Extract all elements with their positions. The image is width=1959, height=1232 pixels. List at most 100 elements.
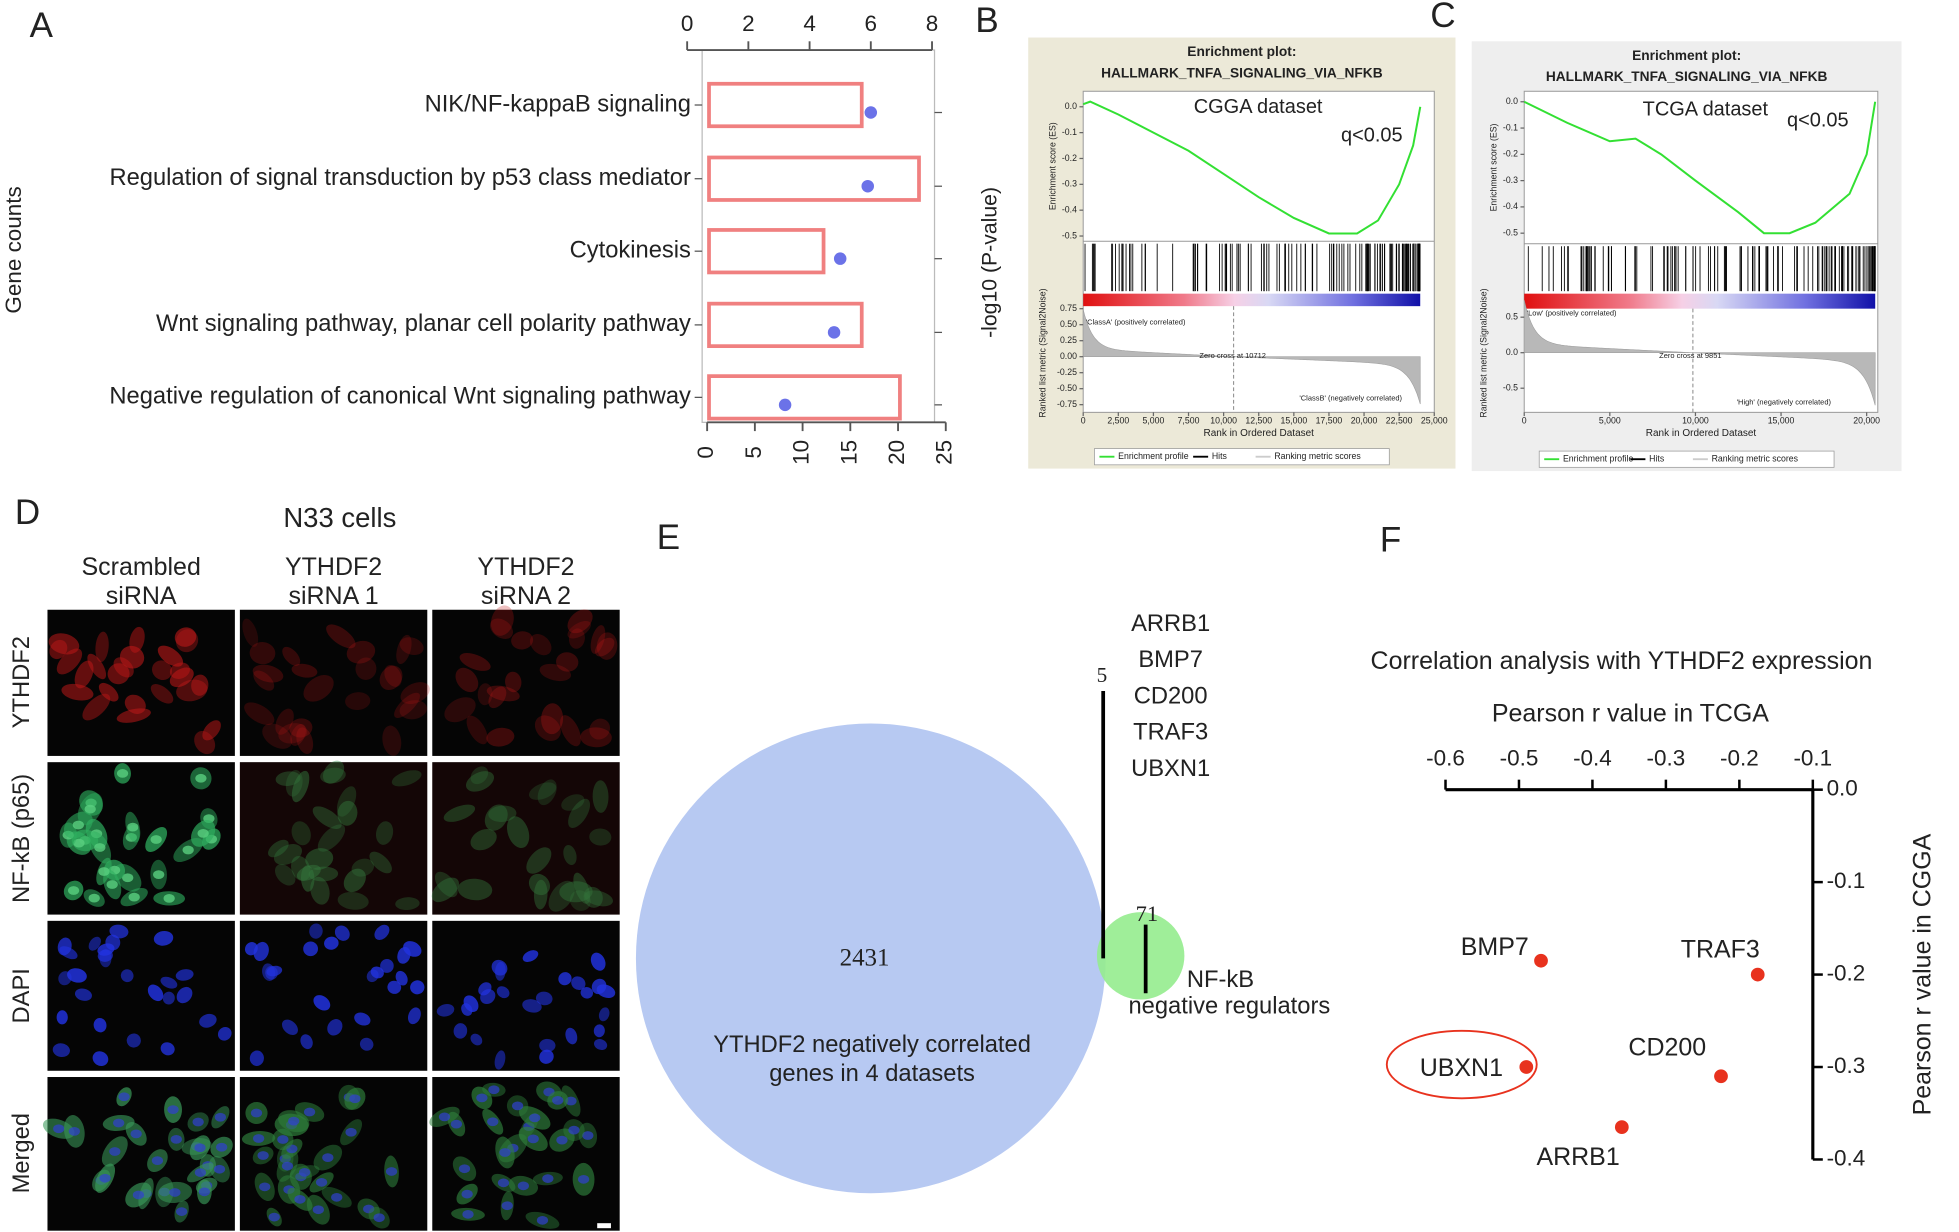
x-axis-label: Gene counts <box>1 186 26 313</box>
cell <box>147 984 164 1002</box>
venn-count: 2431 <box>840 944 890 971</box>
point <box>1714 1069 1728 1084</box>
cell <box>539 1038 556 1053</box>
cell <box>113 657 134 678</box>
cell <box>274 864 296 886</box>
cell <box>548 880 575 912</box>
cell <box>176 986 193 1004</box>
y-tick-label: -0.5 <box>1503 227 1518 237</box>
nucleus <box>461 1189 473 1199</box>
tint <box>239 762 428 915</box>
cell <box>444 697 476 723</box>
cell <box>571 976 586 991</box>
cell <box>119 645 145 669</box>
panel-label: B <box>975 1 998 40</box>
cell <box>174 627 197 647</box>
venn-label: negative regulators <box>1128 993 1330 1019</box>
row-label: NF-kB (p65) <box>9 774 35 903</box>
cell <box>434 871 458 898</box>
cell <box>598 1007 610 1022</box>
cell <box>539 1049 554 1064</box>
column-header: Scrambled <box>81 553 200 581</box>
cell <box>262 723 293 749</box>
legend-box <box>1094 448 1390 466</box>
x-axis-label: Rank in Ordered Dataset <box>1204 428 1315 439</box>
y2-tick-label: 0.25 <box>1060 335 1077 345</box>
micrograph <box>239 762 428 915</box>
cell <box>359 1037 374 1051</box>
cell <box>491 959 508 976</box>
dataset-label: TCGA dataset <box>1643 98 1769 120</box>
y-tick-label: 0.0 <box>1506 96 1518 106</box>
y-tick-label: -0.4 <box>1827 1145 1866 1170</box>
chart-title: Correlation analysis with YTHDF2 express… <box>1371 647 1873 675</box>
panel-label: D <box>15 493 40 532</box>
nucleus <box>98 867 110 876</box>
cell <box>466 715 488 745</box>
cell <box>511 631 534 650</box>
cell <box>273 844 303 865</box>
cell <box>443 804 476 822</box>
x2-tick-label: 6 <box>865 11 878 36</box>
x-tick-label: 20,000 <box>1853 415 1880 425</box>
nucleus <box>568 1125 580 1135</box>
cell <box>157 645 184 667</box>
x2-tick-label: 8 <box>926 11 939 36</box>
cell <box>560 715 581 747</box>
cell <box>526 847 552 874</box>
y2-tick-label: 0.0 <box>1506 347 1518 357</box>
cell <box>265 965 278 980</box>
cell <box>126 1033 141 1048</box>
nucleus <box>536 1215 549 1225</box>
cell <box>569 628 585 649</box>
cell <box>397 946 411 964</box>
cell <box>354 1012 371 1026</box>
row-label: DAPI <box>9 968 35 1023</box>
cell <box>369 851 392 874</box>
cell <box>327 1019 343 1036</box>
micrograph <box>432 1077 620 1231</box>
x-tick-label: 5 <box>741 446 766 459</box>
nucleus <box>277 1135 289 1144</box>
legend-label: Hits <box>1212 451 1228 461</box>
category-label: Negative regulation of canonical Wnt sig… <box>109 384 691 410</box>
dataset-label: CGGA dataset <box>1194 96 1323 118</box>
nucleus <box>322 1153 334 1162</box>
cell <box>98 682 119 702</box>
x-tick-label: 25,000 <box>1421 415 1448 425</box>
y2-tick-label: 0.5 <box>1506 311 1518 321</box>
nucleus <box>450 1119 463 1129</box>
cell <box>162 991 175 1005</box>
y-axis-label: Enrichment score (ES) <box>1048 122 1058 210</box>
cell <box>436 1004 455 1017</box>
cell <box>253 941 269 962</box>
y-axis-label: Pearson r value in CGGA <box>1909 833 1937 1115</box>
nucleus <box>511 1101 524 1111</box>
cell <box>522 950 539 962</box>
chart-subtitle: HALLMARK_TNFA_SIGNALING_VIA_NFKB <box>1101 65 1383 80</box>
microscopy-title: N33 cells <box>283 502 396 533</box>
venn-label: YTHDF2 negatively correlated <box>713 1032 1031 1058</box>
bar <box>707 374 902 421</box>
cell <box>400 682 430 705</box>
nucleus <box>577 1174 590 1184</box>
cell <box>92 1051 109 1067</box>
row-label: YTHDF2 <box>9 636 35 728</box>
cell <box>534 715 561 741</box>
nucleus <box>476 1093 488 1103</box>
point <box>1519 1060 1534 1074</box>
annotation: 'ClassB' (negatively correlated) <box>1299 394 1402 403</box>
nucleus <box>198 1187 211 1197</box>
nucleus <box>68 1126 80 1136</box>
gene-name: BMP7 <box>1138 647 1203 673</box>
cell <box>580 727 612 748</box>
cell <box>52 1043 70 1058</box>
point-label: CD200 <box>1628 1033 1706 1061</box>
nucleus <box>294 1194 306 1204</box>
nucleus <box>488 1085 500 1095</box>
cell <box>533 879 548 910</box>
nucleus <box>501 1201 513 1211</box>
y2-tick-label: 0.50 <box>1060 319 1077 329</box>
cell <box>593 1024 605 1038</box>
